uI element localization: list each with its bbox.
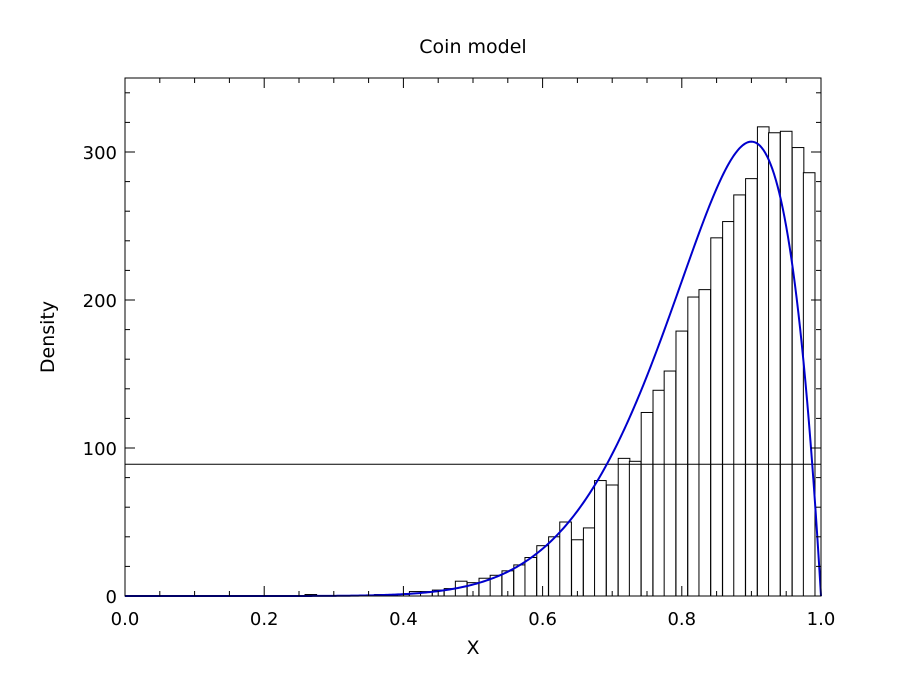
y-tick-label: 0 <box>106 587 117 608</box>
histogram-bar <box>628 460 642 597</box>
y-tick-label: 300 <box>83 143 117 164</box>
x-axis-label: X <box>466 637 479 659</box>
histogram-bar <box>710 237 723 597</box>
y-tick-label: 200 <box>83 291 117 312</box>
x-tick-label: 0.2 <box>250 609 279 630</box>
histogram-bar <box>594 480 607 597</box>
histogram-bar <box>513 564 526 597</box>
histogram-bar <box>698 289 712 597</box>
x-axis: 0.0 0.2 0.4 0.6 0.8 1.0 <box>111 78 836 630</box>
histogram-bar <box>756 126 770 597</box>
histogram-bar <box>768 132 781 597</box>
y-axis-label: Density <box>37 301 59 373</box>
plot-area <box>125 126 822 597</box>
x-tick-label: 0.6 <box>528 609 557 630</box>
histogram-bar <box>524 557 538 597</box>
histogram-bar <box>791 147 805 597</box>
x-tick-label: 0.8 <box>667 609 696 630</box>
histogram-bar <box>675 330 689 597</box>
histogram-bar <box>548 536 561 597</box>
x-tick-label: 0.0 <box>111 609 140 630</box>
histogram-bar <box>663 370 677 597</box>
histogram-bar <box>687 296 700 597</box>
y-axis: 0 100 200 300 <box>83 92 821 608</box>
histogram-bar <box>640 411 654 597</box>
x-tick-label: 1.0 <box>807 609 836 630</box>
histogram-bar <box>571 539 584 597</box>
x-tick-label: 0.4 <box>389 609 418 630</box>
histogram-bar <box>733 194 746 597</box>
histogram-bar <box>722 221 735 597</box>
histogram-bar <box>745 178 758 597</box>
histogram-bar <box>559 521 572 597</box>
histogram-bar <box>582 527 596 597</box>
histogram-bar <box>617 457 631 597</box>
chart-title: Coin model <box>419 36 526 58</box>
y-tick-label: 100 <box>83 439 117 460</box>
histogram-bar <box>605 484 619 597</box>
histogram-bar <box>652 389 666 597</box>
